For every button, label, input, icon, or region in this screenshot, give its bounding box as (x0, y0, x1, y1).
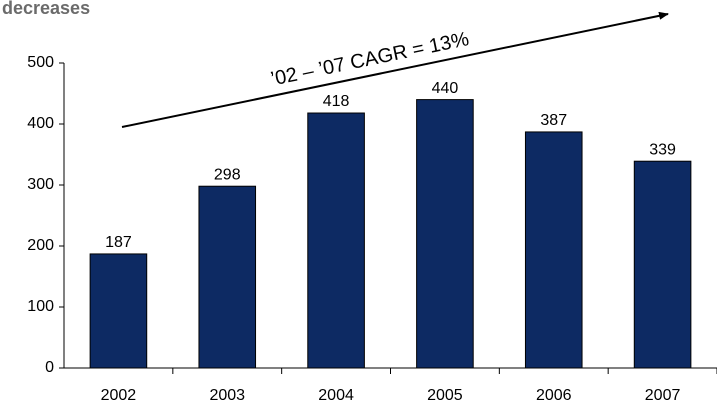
value-label: 440 (432, 80, 459, 97)
bar (633, 160, 692, 369)
y-tick-label: 500 (27, 54, 54, 71)
y-tick-label: 400 (27, 115, 54, 132)
x-tick-label: 2003 (209, 387, 245, 404)
x-tick-label: 2004 (318, 387, 354, 404)
x-tick-label: 2006 (536, 387, 572, 404)
value-label: 339 (649, 141, 676, 158)
trend-arrow (121, 11, 669, 128)
y-tick-label: 100 (27, 298, 54, 315)
x-tick-label: 2002 (101, 387, 137, 404)
chart-title: decreases (2, 0, 90, 18)
value-label: 298 (214, 166, 241, 183)
x-tick-label: 2007 (645, 387, 681, 404)
bar (416, 99, 474, 369)
value-label: 187 (105, 234, 132, 251)
y-tick-label: 0 (45, 359, 54, 376)
y-tick-label: 300 (27, 176, 54, 193)
bar (198, 185, 257, 369)
value-label: 387 (540, 112, 567, 129)
y-tick-label: 200 (27, 237, 54, 254)
x-tick-label: 2005 (427, 387, 463, 404)
bar (307, 112, 365, 369)
bar (89, 253, 148, 369)
bar (524, 131, 583, 369)
value-label: 418 (323, 93, 350, 110)
